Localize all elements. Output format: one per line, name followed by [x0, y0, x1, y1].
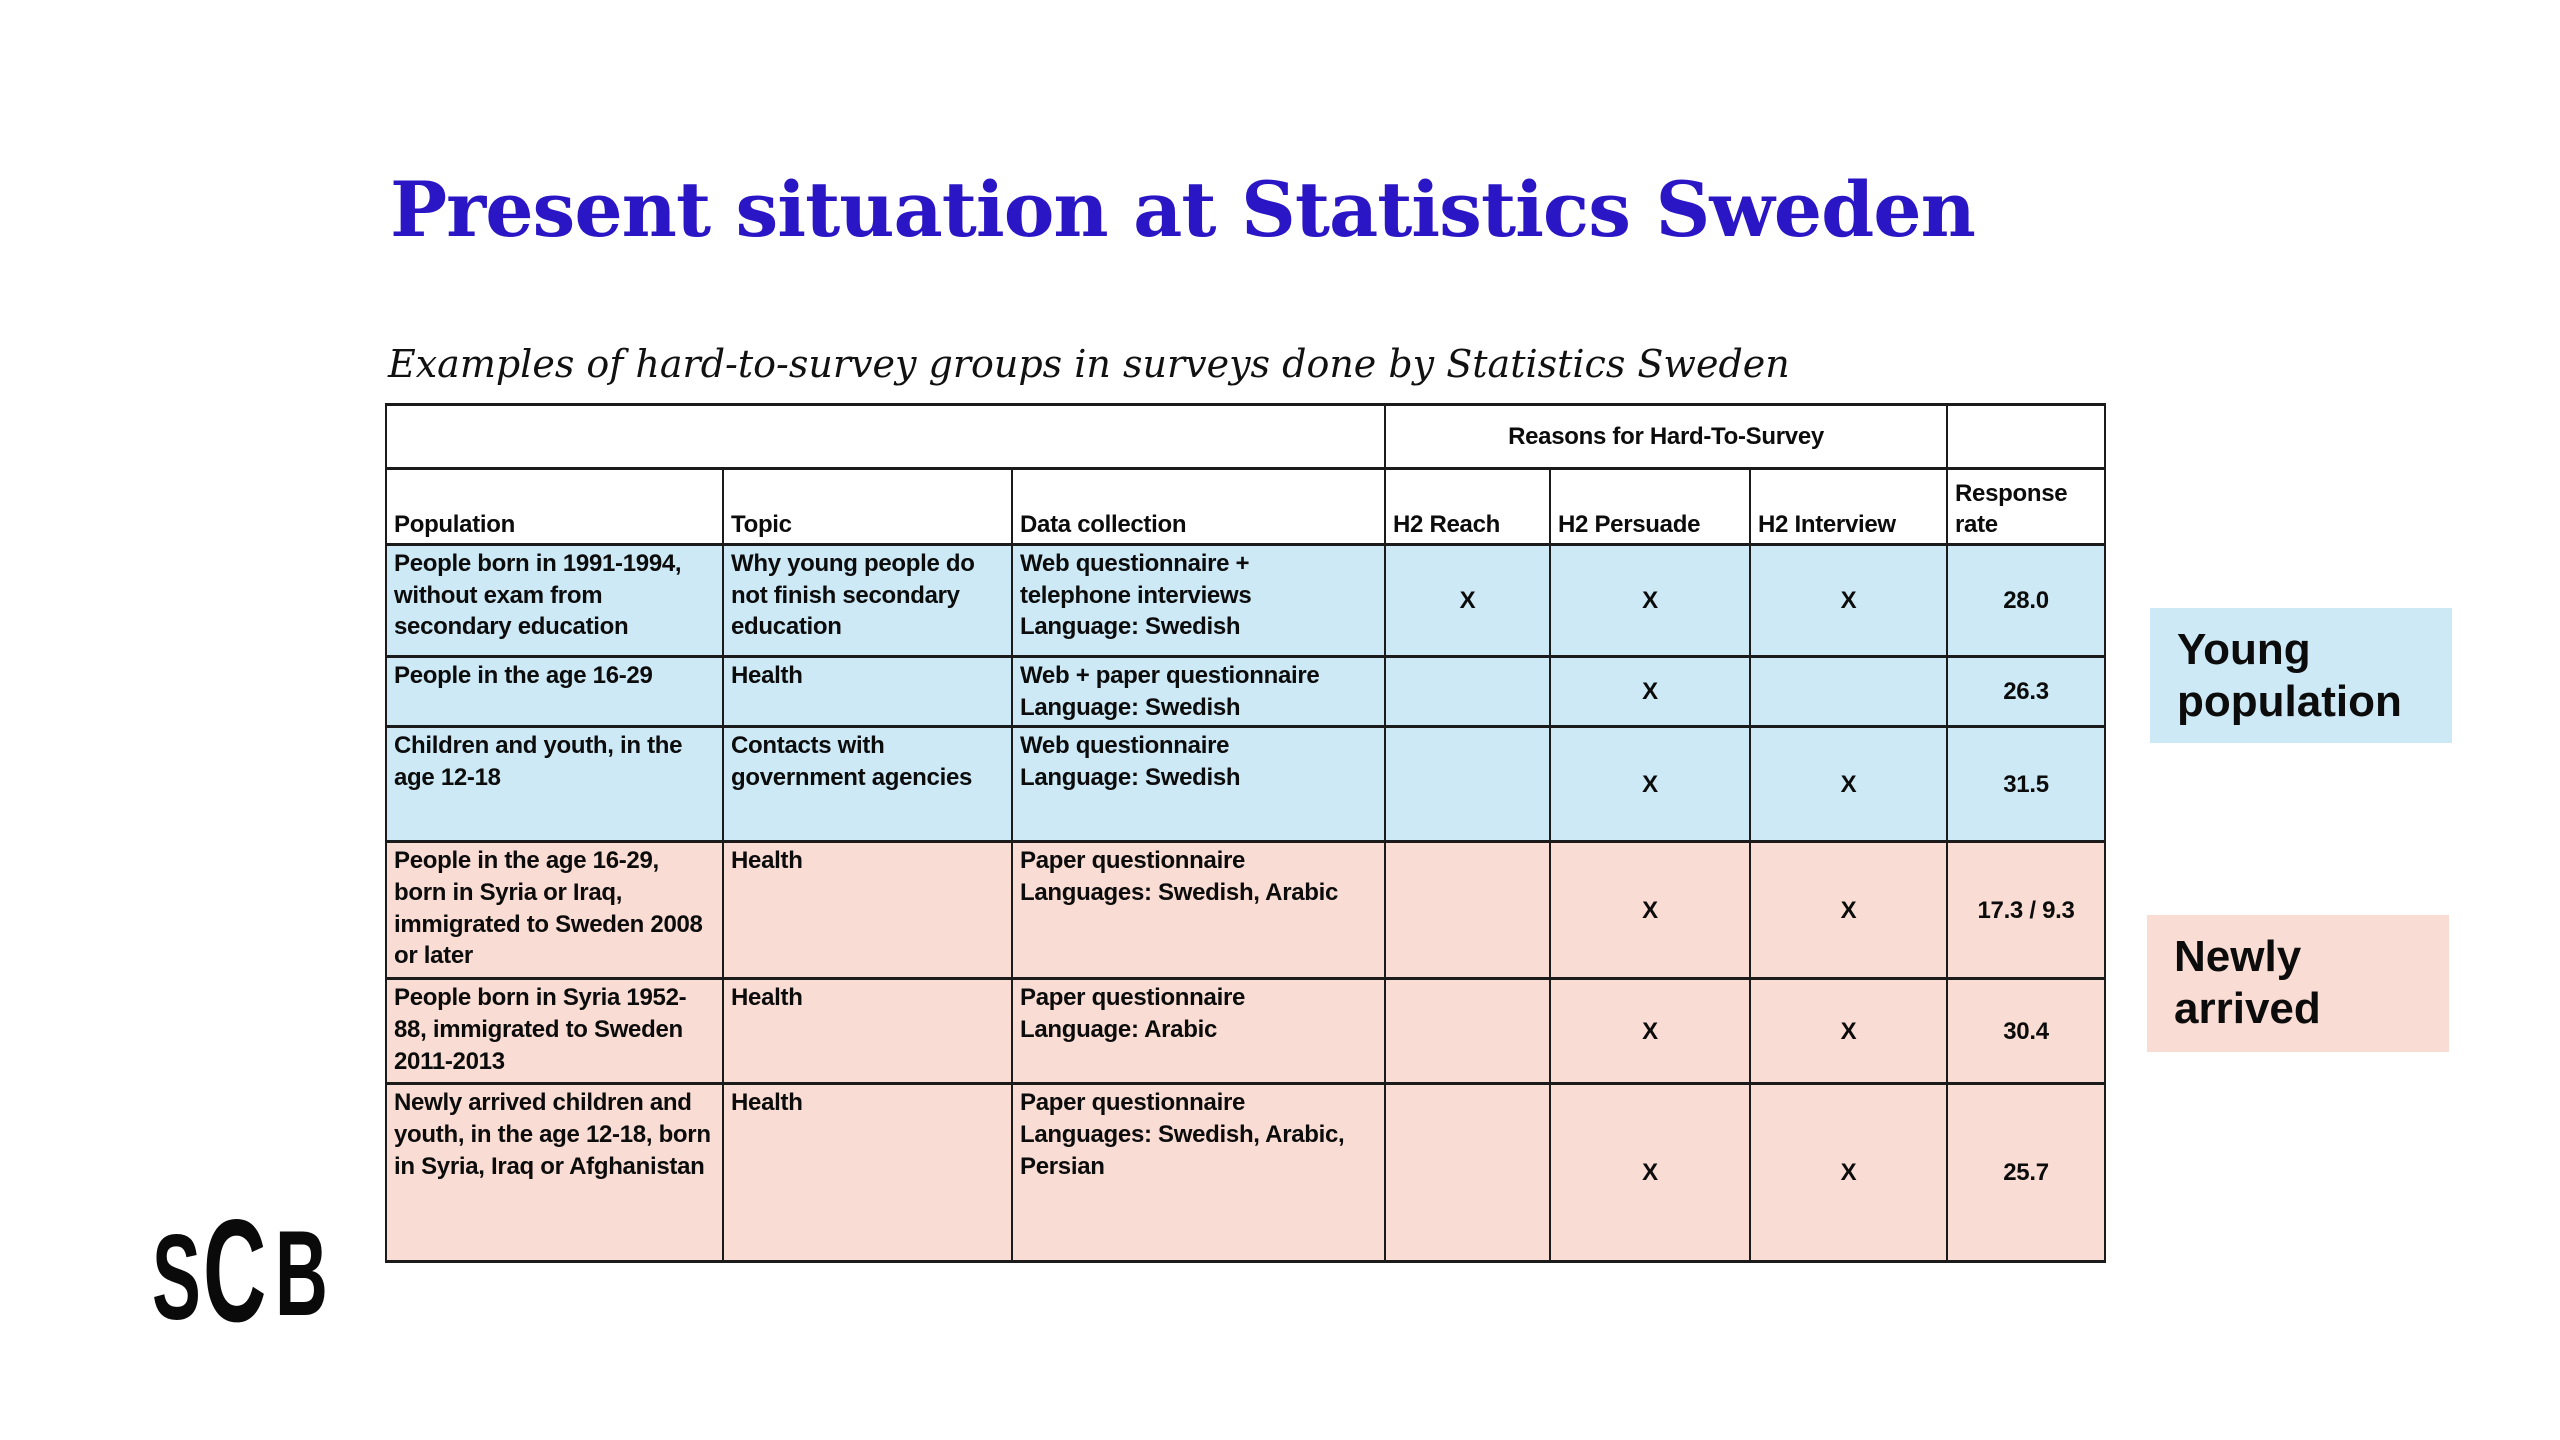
col-header-response-rate: Response rate: [1946, 467, 2107, 546]
population-cell: People in the age 16-29: [385, 654, 724, 729]
h2-persuade-cell: X: [1549, 840, 1752, 981]
response-rate-cell: 17.3 / 9.3: [1946, 840, 2107, 981]
col-header-h2-interview: H2 Interview: [1749, 467, 1949, 546]
table-group-header-row: Reasons for Hard-To-Survey: [384, 403, 2107, 470]
table-row: Children and youth, in the age 12-18 Con…: [385, 725, 2107, 844]
slide-subtitle: Examples of hard-to-survey groups in sur…: [388, 342, 1790, 386]
legend-newly-label: Newly arrived: [2174, 932, 2321, 1033]
page-title: Present situation at Statistics Sweden: [390, 165, 1976, 254]
table-row: People in the age 16-29 Health Web + pap…: [385, 654, 2107, 729]
col-header-h2-persuade: H2 Persuade: [1549, 467, 1752, 546]
scb-logo-letter-c: C: [203, 1189, 267, 1352]
topic-cell: Health: [722, 840, 1013, 981]
table-row: People in the age 16-29, born in Syria o…: [385, 840, 2107, 981]
data-collection-cell: Paper questionnaire Languages: Swedish, …: [1010, 1082, 1387, 1264]
data-collection-cell: Web + paper questionnaire Language: Swed…: [1010, 654, 1387, 729]
table-row: People born in 1991-1994, without exam f…: [385, 543, 2107, 658]
scb-logo-letter-s: S: [152, 1209, 201, 1345]
scb-logo-letter-b: B: [274, 1205, 328, 1341]
legend-young-population: Young population: [2150, 608, 2452, 743]
topic-cell: Contacts with government agencies: [722, 725, 1013, 844]
h2-interview-cell: [1749, 654, 1949, 729]
data-collection-cell: Web questionnaire Language: Swedish: [1010, 725, 1387, 844]
h2-persuade-cell: X: [1549, 543, 1752, 658]
h2-persuade-cell: X: [1549, 1082, 1752, 1264]
table-row: People born in Syria 1952-88, immigrated…: [385, 977, 2107, 1086]
h2-reach-cell: [1384, 1082, 1552, 1264]
col-header-population: Population: [385, 467, 724, 546]
group-header-spacer-right: [1946, 403, 2107, 470]
h2-persuade-cell: X: [1549, 725, 1752, 844]
h2-reach-cell: X: [1384, 543, 1552, 658]
h2-persuade-cell: X: [1549, 654, 1752, 729]
h2-persuade-cell: X: [1549, 977, 1752, 1086]
response-rate-cell: 31.5: [1946, 725, 2107, 844]
topic-cell: Health: [722, 977, 1013, 1086]
response-rate-cell: 28.0: [1946, 543, 2107, 658]
col-header-data-collection: Data collection: [1010, 467, 1387, 546]
population-cell: People in the age 16-29, born in Syria o…: [385, 840, 724, 981]
table-column-header-row: Population Topic Data collection H2 Reac…: [385, 467, 2107, 546]
table-row: Newly arrived children and youth, in the…: [385, 1082, 2107, 1264]
population-cell: People born in Syria 1952-88, immigrated…: [385, 977, 724, 1086]
response-rate-cell: 26.3: [1946, 654, 2107, 729]
group-header-reasons: Reasons for Hard-To-Survey: [1384, 403, 1949, 470]
data-collection-cell: Paper questionnaire Language: Arabic: [1010, 977, 1387, 1086]
topic-cell: Health: [722, 654, 1013, 729]
scb-logo: S C B: [152, 1198, 363, 1344]
topic-cell: Why young people do not finish secondary…: [722, 543, 1013, 658]
population-cell: People born in 1991-1994, without exam f…: [385, 543, 724, 658]
col-header-h2-reach: H2 Reach: [1384, 467, 1552, 546]
h2-interview-cell: X: [1749, 725, 1949, 844]
response-rate-cell: 30.4: [1946, 977, 2107, 1086]
response-rate-cell: 25.7: [1946, 1082, 2107, 1264]
legend-newly-arrived: Newly arrived: [2147, 915, 2449, 1052]
h2-interview-cell: X: [1749, 840, 1949, 981]
h2-reach-cell: [1384, 654, 1552, 729]
h2-interview-cell: X: [1749, 977, 1949, 1086]
data-collection-cell: Paper questionnaire Languages: Swedish, …: [1010, 840, 1387, 981]
hard-to-survey-table: Reasons for Hard-To-Survey Population To…: [384, 403, 2107, 1264]
population-cell: Newly arrived children and youth, in the…: [385, 1082, 724, 1264]
h2-interview-cell: X: [1749, 1082, 1949, 1264]
h2-reach-cell: [1384, 840, 1552, 981]
data-collection-cell: Web questionnaire + telephone interviews…: [1010, 543, 1387, 658]
legend-young-label: Young population: [2177, 625, 2402, 726]
group-header-spacer-left: [384, 403, 1387, 470]
col-header-topic: Topic: [722, 467, 1013, 546]
topic-cell: Health: [722, 1082, 1013, 1264]
h2-reach-cell: [1384, 725, 1552, 844]
h2-interview-cell: X: [1749, 543, 1949, 658]
h2-reach-cell: [1384, 977, 1552, 1086]
population-cell: Children and youth, in the age 12-18: [385, 725, 724, 844]
